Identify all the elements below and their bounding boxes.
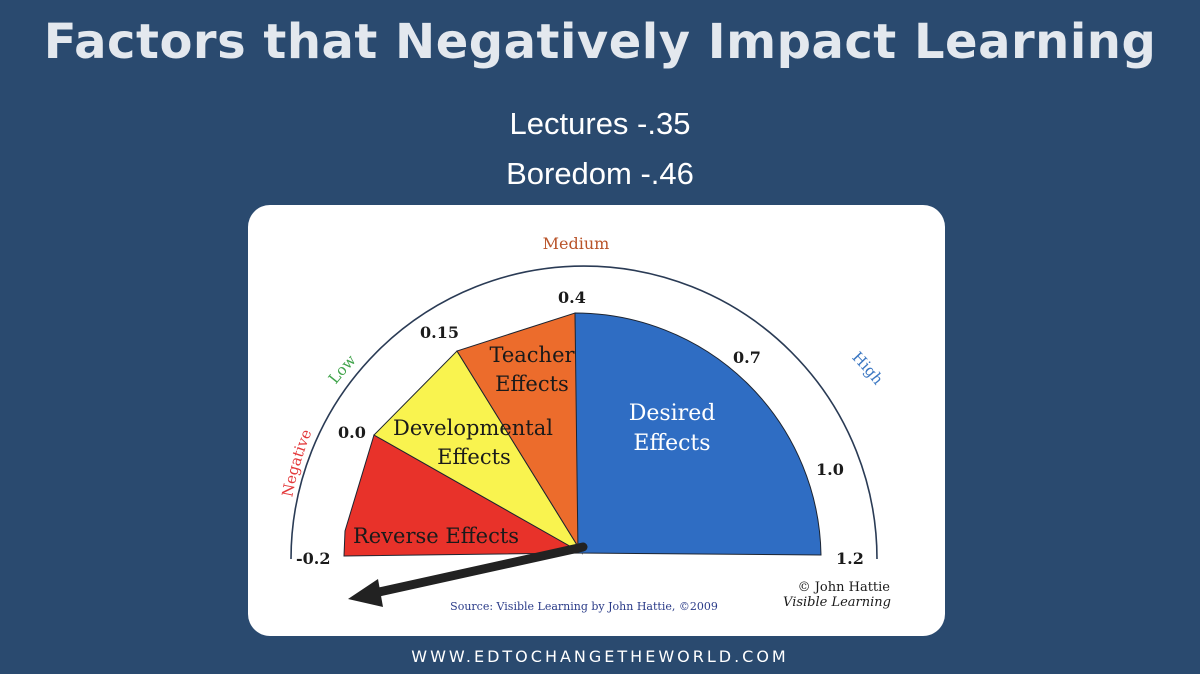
tick-label: 0.15 — [420, 323, 459, 342]
source-note: Source: Visible Learning by John Hattie,… — [450, 600, 718, 613]
label-teacher-effects-line2: Effects — [495, 372, 569, 396]
zone-label-medium: Medium — [543, 234, 610, 253]
segment-desired-effects — [574, 312, 822, 556]
label-developmental-effects-line1: Developmental — [393, 416, 553, 440]
tick-label: 0.7 — [733, 348, 761, 367]
needle-arrow — [348, 542, 588, 607]
zone-label-high: High — [849, 348, 888, 388]
tick-label: -0.2 — [296, 549, 330, 568]
copyright-line2: Visible Learning — [783, 595, 891, 610]
label-developmental-effects-line2: Effects — [437, 445, 511, 469]
tick-label: 1.2 — [836, 549, 864, 568]
tick-label: 0.4 — [558, 288, 586, 307]
tick-label: 0.0 — [338, 423, 366, 442]
slide-title: Factors that Negatively Impact Learning — [43, 14, 1157, 70]
gauge-outer-arc — [290, 265, 878, 560]
copyright-line1: © John Hattie — [798, 580, 891, 595]
zone-label-negative: Negative — [278, 426, 315, 498]
label-reverse-effects: Reverse Effects — [353, 524, 519, 548]
footer-url: WWW.EDTOCHANGETHEWORLD.COM — [411, 647, 789, 666]
effect-size-gauge-card: Negative Low Medium High -0.2 0.0 0.15 0… — [248, 205, 945, 636]
boredom-effect: Boredom -.46 — [506, 156, 694, 191]
zone-label-low: Low — [325, 351, 360, 387]
label-desired-effects-line2: Effects — [633, 431, 710, 456]
tick-label: 1.0 — [816, 460, 844, 479]
effect-size-gauge: Negative Low Medium High -0.2 0.0 0.15 0… — [278, 234, 891, 613]
label-desired-effects-line1: Desired — [629, 401, 716, 426]
label-teacher-effects-line1: Teacher — [489, 343, 575, 367]
lectures-effect: Lectures -.35 — [509, 106, 691, 141]
